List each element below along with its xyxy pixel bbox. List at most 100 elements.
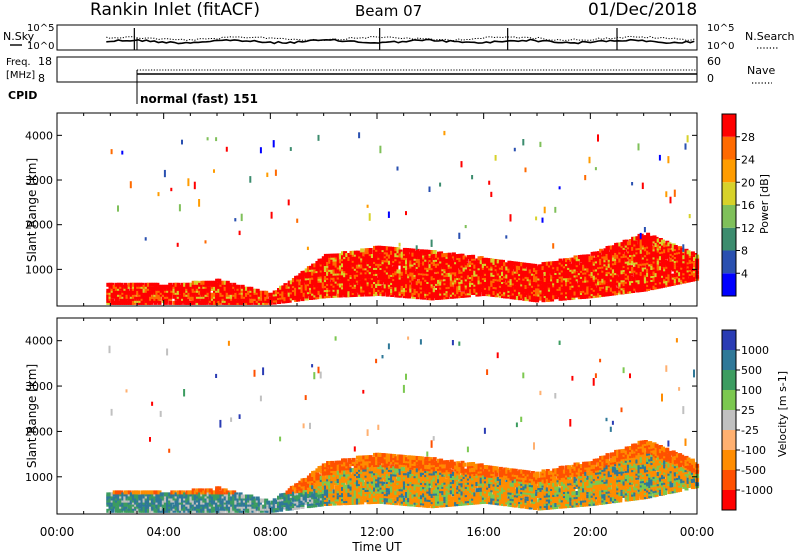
echo-cell: [586, 258, 591, 263]
echo-cell: [144, 494, 149, 499]
sparse-echo: [398, 242, 401, 247]
echo-cell: [445, 252, 450, 257]
echo-cell: [291, 491, 296, 496]
echo-cell: [614, 279, 619, 284]
echo-cell: [362, 256, 367, 261]
sparse-echo: [117, 205, 119, 212]
echo-cell: [174, 494, 179, 499]
echo-cell: [575, 257, 580, 262]
echo-cell: [232, 290, 237, 295]
echo-cell: [255, 288, 260, 293]
echo-cell: [251, 288, 256, 293]
echo-cell: [236, 498, 241, 503]
echo-cell: [217, 490, 222, 495]
echo-cell: [279, 507, 284, 512]
echo-cell: [629, 265, 633, 270]
echo-cell: [317, 488, 322, 493]
echo-cell: [631, 260, 636, 265]
echo-cell: [232, 498, 237, 503]
date-label: 01/Dec/2018: [588, 0, 697, 20]
echo-cell: [483, 257, 488, 262]
nave-label: Nave: [747, 64, 775, 77]
echo-cell: [198, 300, 203, 305]
echo-cell: [283, 494, 288, 499]
sparse-echo: [366, 204, 369, 208]
echo-cell: [336, 263, 341, 268]
echo-cell: [106, 492, 111, 497]
echo-cell: [311, 470, 316, 475]
echo-cell: [106, 494, 111, 499]
echo-cell: [313, 263, 318, 268]
freq-panel: Freq. [MHz] 18 8 60 0 Nave: [6, 55, 775, 85]
echo-cell: [146, 496, 151, 501]
echo-cell: [247, 494, 252, 499]
echo-cell: [560, 296, 565, 301]
echo-cell: [439, 275, 444, 280]
echo-cell: [283, 501, 288, 505]
echo-cell: [215, 502, 220, 507]
echo-cell: [537, 290, 542, 295]
sparse-echo: [170, 187, 173, 192]
echo-cell: [573, 285, 578, 290]
echo-cell: [586, 286, 591, 291]
power-ylabel: Slant Range [km]: [25, 158, 39, 262]
echo-cell: [343, 275, 348, 280]
echo-cell: [573, 265, 578, 270]
echo-cell: [304, 477, 309, 482]
echo-cell: [238, 498, 243, 503]
echo-cell: [253, 504, 258, 509]
echo-cell: [151, 502, 156, 507]
echo-cell: [255, 506, 260, 511]
echo-cell: [289, 485, 294, 490]
echo-cell: [646, 287, 651, 291]
echo-cell: [509, 279, 514, 284]
echo-cell: [149, 286, 153, 291]
echo-cell: [112, 490, 117, 495]
echo-cell: [614, 267, 619, 272]
echo-cell: [652, 277, 657, 282]
sparse-echo: [215, 137, 218, 142]
echo-cell: [309, 495, 313, 500]
echo-cell: [390, 266, 395, 271]
echo-cell: [611, 277, 616, 282]
echo-cell: [257, 508, 262, 513]
colorbar-tick-label-4: 20: [741, 176, 755, 189]
echo-cell: [428, 280, 433, 285]
echo-cell: [424, 255, 429, 260]
echo-cell: [217, 300, 222, 305]
echo-cell: [272, 502, 277, 507]
echo-cell: [498, 271, 503, 276]
echo-cell: [119, 498, 124, 503]
sparse-echo: [488, 180, 491, 185]
echo-cell: [652, 235, 657, 240]
colorbar-tick-label-1: 8: [741, 245, 748, 258]
colorbar-segment-0: [722, 273, 736, 296]
echo-cell: [588, 286, 593, 291]
echo-cell: [311, 479, 316, 484]
echo-cell: [129, 498, 134, 503]
echo-cell: [430, 254, 435, 259]
echo-cell: [315, 482, 320, 487]
echo-cell: [552, 287, 557, 292]
echo-cell: [682, 277, 687, 282]
echo-cell: [377, 245, 382, 250]
echo-cell: [330, 289, 335, 294]
echo-cell: [238, 298, 243, 303]
echo-cell: [381, 264, 386, 269]
echo-cell: [456, 286, 461, 291]
echo-cell: [377, 279, 382, 284]
echo-cell: [221, 504, 226, 509]
echo-cell: [266, 500, 271, 505]
echo-cell: [157, 490, 162, 495]
echo-cell: [208, 286, 213, 291]
echo-cell: [445, 269, 450, 273]
echo-cell: [533, 274, 537, 278]
colorbar-segment-7: [722, 114, 736, 137]
echo-cell: [656, 264, 661, 269]
echo-cell: [257, 498, 262, 503]
echo-cell: [119, 298, 124, 303]
echo-cell: [213, 502, 217, 507]
echo-cell: [338, 265, 343, 270]
nsky-frame: [56, 24, 698, 51]
echo-cell: [582, 282, 587, 287]
